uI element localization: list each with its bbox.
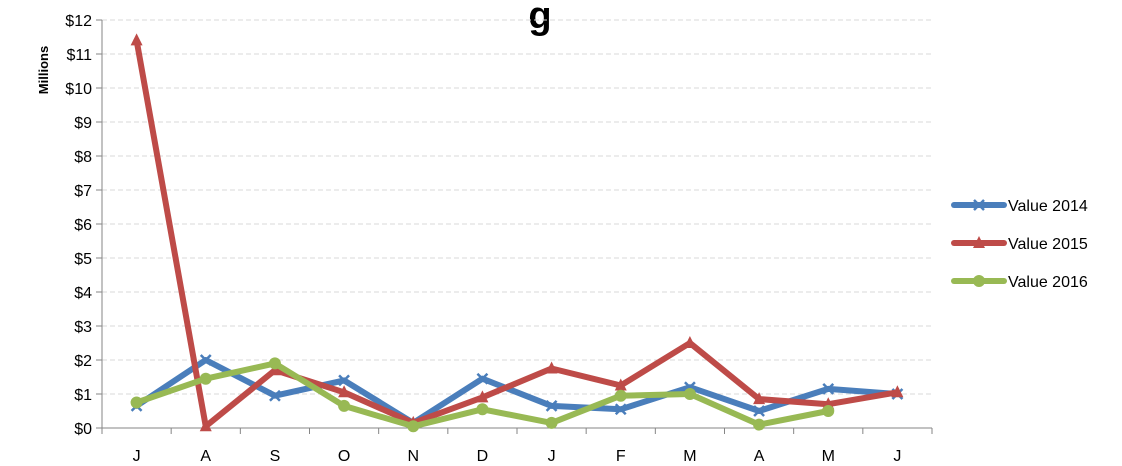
legend-item: Value 2014 [951,198,1088,215]
series-marker [130,396,143,409]
series-marker [545,400,558,412]
legend-item: Value 2015 [951,236,1088,253]
series-marker [753,392,766,405]
series-marker [268,357,281,370]
x-tick-label: N [407,448,419,465]
series-marker [545,361,558,374]
series-marker [338,385,351,398]
series-marker [476,372,489,385]
series-marker [822,383,835,395]
series-marker [338,399,351,412]
series-marker [199,372,212,385]
y-tick-label: $11 [66,47,92,64]
y-tick-label: $0 [74,421,92,438]
legend-label: Value 2016 [1008,274,1088,291]
series-marker [614,403,627,416]
x-tick-label: M [683,448,696,465]
legend: Value 2014 Value 2015 Value 2016 [951,198,1088,291]
series-marker [891,385,904,398]
y-tick-label: $3 [74,319,92,336]
gridlines [102,19,932,395]
x-tick-label: F [616,448,626,465]
series-line [133,357,901,426]
series-marker [545,416,558,429]
series-marker [476,403,489,416]
x-tick-label: J [893,448,901,465]
legend-item: Value 2016 [951,274,1088,291]
series-marker [753,418,766,431]
series-marker [614,378,627,391]
series-marker [199,419,212,432]
legend-label: Value 2014 [1008,198,1088,215]
x-tick-label: A [200,448,211,465]
x-tick-label: J [548,448,556,465]
y-tick-label: $7 [74,183,92,200]
series-lines [130,33,904,433]
series-marker [614,389,627,402]
series-marker [973,275,985,287]
y-axis-label: Millions [36,46,51,94]
series-value-2016 [130,357,835,433]
axes [96,19,933,434]
x-tick-label: O [338,448,350,465]
y-tick-label: $5 [74,251,92,268]
y-tick-label: $4 [74,285,92,302]
x-tick-label: M [822,448,835,465]
series-marker [407,420,420,433]
series-marker [753,405,765,417]
y-tick-label: $2 [74,353,92,370]
y-tick-labels: $0 $1 $2 $3 $4 $5 $6 $7 $8 $9 $10 $11 $12 [65,13,92,438]
series-marker [683,388,696,400]
series-marker [973,236,985,248]
y-tick-label: $6 [74,217,92,234]
series-marker [199,354,212,366]
y-tick-label: $8 [74,149,92,166]
y-tick-label: $1 [74,387,92,404]
series-marker [338,374,350,387]
x-tick-label: S [270,448,281,465]
y-tick-label: $10 [65,81,92,98]
series-marker [822,405,835,417]
x-tick-label: D [477,448,489,465]
chart-title: g [528,0,551,37]
y-tick-label: $9 [74,115,92,132]
x-tick-label: A [754,448,765,465]
legend-label: Value 2015 [1008,236,1088,253]
series-marker [683,336,696,348]
series-line [133,37,901,430]
series-marker [269,389,281,402]
x-tick-label: J [133,448,141,465]
y-tick-label: $12 [65,13,92,30]
series-marker [130,33,143,46]
series-marker [476,390,489,403]
series-marker [973,199,985,211]
